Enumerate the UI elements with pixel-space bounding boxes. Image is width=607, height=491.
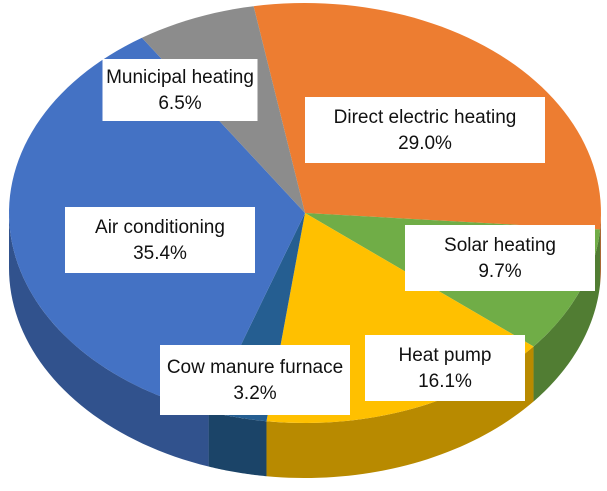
slice-side xyxy=(600,213,601,285)
slice-side xyxy=(266,346,534,478)
slice-label: Direct electric heating xyxy=(334,107,517,128)
slice-side xyxy=(9,213,209,467)
slice-label: Municipal heating xyxy=(106,67,254,88)
slice-side xyxy=(208,411,267,477)
label-box xyxy=(305,97,545,163)
value-label: 9.7% xyxy=(478,261,521,282)
label-box xyxy=(365,335,525,401)
slice-label: Heat pump xyxy=(399,345,492,366)
label-box xyxy=(160,345,350,415)
label-box xyxy=(405,225,595,291)
label-box xyxy=(65,207,255,273)
label-box xyxy=(102,59,258,121)
value-label: 16.1% xyxy=(418,371,472,392)
slice-side xyxy=(533,229,601,402)
slice-label: Cow manure furnace xyxy=(167,357,343,378)
value-label: 35.4% xyxy=(133,243,187,264)
value-label: 3.2% xyxy=(233,383,276,404)
slice-label: Solar heating xyxy=(444,235,556,256)
value-label: 6.5% xyxy=(158,93,201,114)
value-label: 29.0% xyxy=(398,133,452,154)
slice-label: Air conditioning xyxy=(95,217,225,238)
